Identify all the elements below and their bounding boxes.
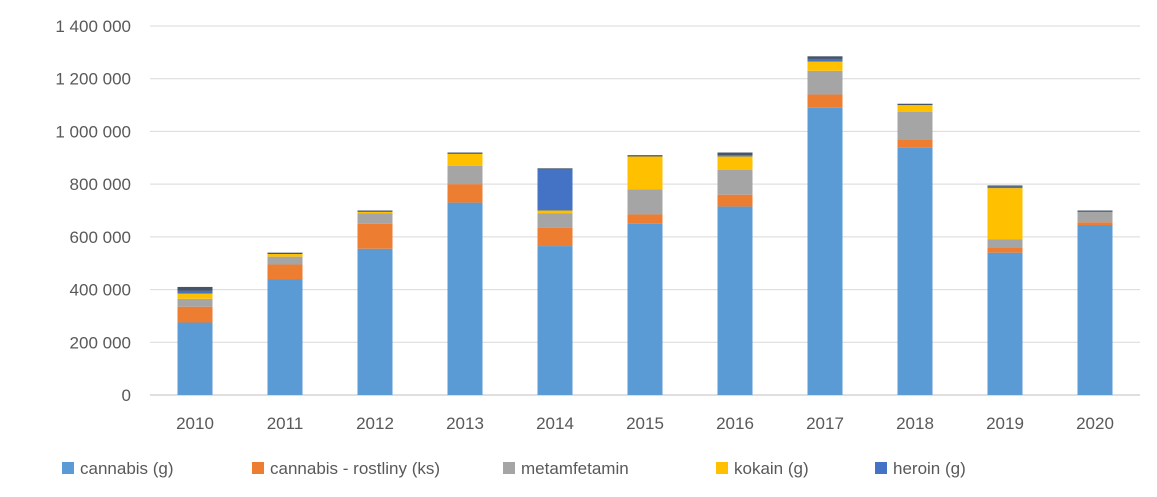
bar-segment — [1077, 211, 1113, 223]
bar-segment — [1077, 222, 1113, 225]
bar-segment — [177, 322, 213, 395]
bar-segment — [987, 186, 1023, 189]
x-tick-label: 2020 — [1076, 414, 1114, 433]
bar-segment — [1077, 224, 1113, 395]
x-tick-label: 2014 — [536, 414, 574, 433]
legend-swatch — [716, 462, 728, 474]
bar-segment — [537, 169, 573, 211]
bar-segment — [987, 188, 1023, 240]
legend-label: heroin (g) — [893, 459, 966, 478]
bar-segment — [447, 152, 483, 154]
legend-label: cannabis (g) — [80, 459, 174, 478]
legend-item: cannabis (g) — [62, 459, 174, 478]
y-tick-label: 600 000 — [70, 228, 131, 247]
bar-segment — [267, 253, 303, 257]
bar-segment — [717, 206, 753, 395]
bar-segment — [987, 247, 1023, 253]
bar-segment — [537, 168, 573, 170]
y-tick-label: 200 000 — [70, 333, 131, 352]
x-tick-label: 2013 — [446, 414, 484, 433]
bar-segment — [447, 202, 483, 395]
bar-segment — [447, 165, 483, 185]
y-tick-label: 0 — [122, 386, 131, 405]
bar-segment — [807, 61, 843, 71]
bar-segment — [717, 169, 753, 195]
bar-segment — [537, 210, 573, 214]
bar-segment — [357, 211, 393, 214]
bar-segment — [357, 248, 393, 395]
bar-segment — [897, 111, 933, 140]
bar-segment — [177, 286, 213, 291]
bar-segment — [537, 246, 573, 395]
bar-segment — [627, 223, 663, 395]
x-tick-label: 2019 — [986, 414, 1024, 433]
bar-segment — [177, 306, 213, 323]
legend-item: cannabis - rostliny (ks) — [252, 459, 440, 478]
bar-segment — [357, 223, 393, 249]
bar-segment — [897, 105, 933, 112]
bar-segment — [807, 94, 843, 108]
legend: cannabis (g) cannabis - rostliny (ks) meta… — [62, 459, 966, 478]
legend-swatch — [62, 462, 74, 474]
bar-segment — [717, 194, 753, 207]
bar-segment — [537, 227, 573, 247]
bar-segment — [807, 58, 843, 62]
bar-segment — [897, 147, 933, 395]
legend-item: kokain (g) — [716, 459, 809, 478]
legend-swatch — [252, 462, 264, 474]
x-axis: 2010 2011 2012 2013 2014 2015 2016 2017 2018 2019… — [176, 414, 1114, 433]
bar-segment — [267, 256, 303, 265]
legend-label: cannabis - rostliny (ks) — [270, 459, 440, 478]
bar-segment — [987, 239, 1023, 248]
bar-segment — [807, 56, 843, 59]
bar-segment — [717, 156, 753, 170]
y-tick-label: 1 400 000 — [55, 17, 131, 36]
bar-segment — [357, 213, 393, 224]
bar-segment — [627, 155, 663, 157]
bar-segment — [267, 264, 303, 280]
legend-label: kokain (g) — [734, 459, 809, 478]
bar-segment — [627, 214, 663, 224]
bar-segment — [537, 213, 573, 228]
x-tick-label: 2016 — [716, 414, 754, 433]
bar-segment — [177, 293, 213, 299]
bar-segment — [177, 290, 213, 294]
y-tick-label: 400 000 — [70, 281, 131, 300]
y-axis: 0 200 000 400 000 600 000 800 000 1 000 000 1 … — [55, 17, 131, 405]
y-tick-label: 1 200 000 — [55, 70, 131, 89]
bar-segment — [357, 210, 393, 212]
bar-segment — [897, 103, 933, 106]
x-tick-label: 2018 — [896, 414, 934, 433]
bar-segment — [717, 152, 753, 156]
bar-segment — [627, 189, 663, 215]
y-tick-label: 800 000 — [70, 175, 131, 194]
bar-segment — [897, 139, 933, 148]
bars — [177, 56, 1113, 395]
bar-segment — [717, 155, 753, 157]
bar-segment — [267, 279, 303, 395]
legend-item: metamfetamin — [503, 459, 629, 478]
legend-swatch — [875, 462, 887, 474]
x-tick-label: 2015 — [626, 414, 664, 433]
legend-label: metamfetamin — [521, 459, 629, 478]
bar-segment — [447, 184, 483, 203]
bar-segment — [1077, 210, 1113, 212]
bar-segment — [267, 252, 303, 254]
x-tick-label: 2011 — [267, 414, 304, 433]
legend-item: heroin (g) — [875, 459, 966, 478]
x-tick-label: 2010 — [176, 414, 214, 433]
bar-segment — [177, 298, 213, 307]
bar-segment — [627, 156, 663, 190]
bar-segment — [987, 252, 1023, 395]
legend-swatch — [503, 462, 515, 474]
x-tick-label: 2012 — [356, 414, 394, 433]
bar-segment — [807, 70, 843, 95]
x-tick-label: 2017 — [806, 414, 844, 433]
bar-segment — [807, 107, 843, 395]
y-tick-label: 1 000 000 — [55, 122, 131, 141]
bar-segment — [987, 185, 1023, 187]
bar-segment — [447, 153, 483, 166]
